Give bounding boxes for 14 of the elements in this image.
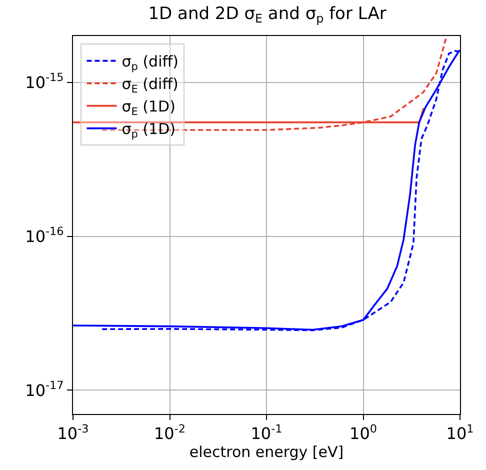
legend-label: σ$_{E}$ (diff): [122, 75, 178, 96]
y-tick-label: 10$^{-16}$: [25, 225, 64, 246]
legend-label: σ$_{p}$ (diff): [122, 52, 178, 73]
y-tick-label: 10$^{-17}$: [25, 379, 64, 400]
x-tick-label: 10$^{0}$: [350, 422, 377, 444]
legend-label: σ$_{p}$ (1D): [122, 120, 176, 140]
x-tick-label: 10$^{-2}$: [154, 422, 186, 444]
x-tick-label: 10$^{-1}$: [250, 422, 282, 444]
x-axis-title: electron energy [eV]: [189, 443, 344, 462]
chart-title: 1D and 2D σ$_{E}$ and σ$_{p}$ for LAr: [148, 4, 386, 26]
x-tick-label: 10$^{1}$: [446, 422, 474, 444]
y-tick-label: 10$^{-15}$: [25, 71, 64, 92]
legend-label: σ$_{E}$ (1D): [122, 98, 176, 118]
x-tick-label: 10$^{-3}$: [57, 422, 89, 444]
